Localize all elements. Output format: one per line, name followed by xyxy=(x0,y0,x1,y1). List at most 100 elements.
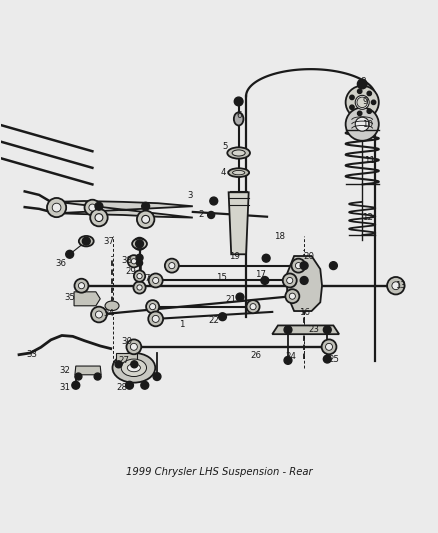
Text: 23: 23 xyxy=(309,325,320,334)
Circle shape xyxy=(141,381,149,389)
Text: 17: 17 xyxy=(255,270,266,279)
Text: 19: 19 xyxy=(229,252,240,261)
Circle shape xyxy=(387,277,405,294)
Circle shape xyxy=(72,381,80,389)
Circle shape xyxy=(148,311,163,326)
Circle shape xyxy=(128,255,140,268)
Circle shape xyxy=(355,95,369,109)
Ellipse shape xyxy=(132,239,147,249)
Circle shape xyxy=(95,214,103,222)
Circle shape xyxy=(115,361,122,368)
Circle shape xyxy=(82,237,90,245)
Circle shape xyxy=(137,211,154,228)
Circle shape xyxy=(153,373,161,381)
Circle shape xyxy=(295,263,301,269)
Text: 4: 4 xyxy=(221,168,226,177)
Circle shape xyxy=(75,373,82,380)
Circle shape xyxy=(247,300,260,313)
Text: 15: 15 xyxy=(215,273,227,282)
Circle shape xyxy=(323,326,331,334)
Text: 29: 29 xyxy=(125,267,136,276)
Text: 1999 Chrysler LHS Suspension - Rear: 1999 Chrysler LHS Suspension - Rear xyxy=(126,467,312,477)
Ellipse shape xyxy=(228,168,249,177)
Circle shape xyxy=(131,361,138,368)
Text: 26: 26 xyxy=(250,351,261,360)
Circle shape xyxy=(169,263,175,269)
Circle shape xyxy=(284,357,292,364)
Ellipse shape xyxy=(233,171,245,175)
Text: 13: 13 xyxy=(395,281,406,290)
Circle shape xyxy=(289,293,295,299)
Circle shape xyxy=(131,259,137,264)
Circle shape xyxy=(323,355,331,363)
Circle shape xyxy=(52,203,61,212)
Circle shape xyxy=(74,279,88,293)
Text: 27: 27 xyxy=(118,356,129,365)
Circle shape xyxy=(367,109,371,114)
Circle shape xyxy=(357,111,362,116)
Circle shape xyxy=(219,313,226,321)
Circle shape xyxy=(250,304,256,310)
Circle shape xyxy=(325,343,332,350)
Ellipse shape xyxy=(127,364,141,372)
Circle shape xyxy=(300,277,308,285)
Circle shape xyxy=(329,262,337,270)
Circle shape xyxy=(137,285,142,290)
Circle shape xyxy=(357,79,367,89)
Ellipse shape xyxy=(105,301,119,311)
Text: 22: 22 xyxy=(208,316,219,325)
Circle shape xyxy=(142,215,150,223)
Text: 30: 30 xyxy=(121,337,132,346)
Circle shape xyxy=(152,316,159,322)
Ellipse shape xyxy=(121,359,147,376)
Text: 34: 34 xyxy=(103,309,114,318)
Circle shape xyxy=(210,197,218,205)
Text: 31: 31 xyxy=(60,383,71,392)
Circle shape xyxy=(137,273,142,279)
Polygon shape xyxy=(272,326,339,334)
Circle shape xyxy=(283,273,297,287)
Circle shape xyxy=(78,282,85,289)
Circle shape xyxy=(91,306,107,322)
Text: 33: 33 xyxy=(27,350,38,359)
Circle shape xyxy=(126,381,134,389)
Circle shape xyxy=(146,300,159,313)
Ellipse shape xyxy=(227,147,250,159)
Circle shape xyxy=(357,97,367,108)
Circle shape xyxy=(261,277,269,285)
Circle shape xyxy=(284,326,292,334)
Text: 11: 11 xyxy=(364,156,375,165)
Ellipse shape xyxy=(113,353,155,383)
Circle shape xyxy=(350,95,354,100)
Text: 5: 5 xyxy=(223,142,228,151)
Circle shape xyxy=(134,281,146,294)
Circle shape xyxy=(350,105,354,109)
Circle shape xyxy=(66,251,74,258)
Circle shape xyxy=(47,198,66,217)
Text: 25: 25 xyxy=(328,356,339,365)
Ellipse shape xyxy=(234,112,244,125)
Text: 2: 2 xyxy=(199,211,204,220)
Polygon shape xyxy=(57,201,193,217)
Circle shape xyxy=(321,340,336,354)
Text: 18: 18 xyxy=(274,232,285,241)
Circle shape xyxy=(357,89,362,93)
Circle shape xyxy=(287,277,293,284)
Circle shape xyxy=(300,262,308,270)
Text: 35: 35 xyxy=(64,294,75,302)
Text: 7: 7 xyxy=(144,274,150,283)
Circle shape xyxy=(136,254,143,261)
Circle shape xyxy=(142,203,150,210)
Circle shape xyxy=(89,204,96,211)
Text: 21: 21 xyxy=(226,295,237,304)
Text: 36: 36 xyxy=(56,259,67,268)
Circle shape xyxy=(392,282,400,289)
Circle shape xyxy=(234,97,243,106)
Circle shape xyxy=(236,293,244,301)
Circle shape xyxy=(127,340,141,354)
Text: 3: 3 xyxy=(188,191,193,200)
Circle shape xyxy=(291,259,305,272)
Text: 12: 12 xyxy=(362,213,373,222)
Circle shape xyxy=(367,91,371,95)
Circle shape xyxy=(152,277,159,284)
